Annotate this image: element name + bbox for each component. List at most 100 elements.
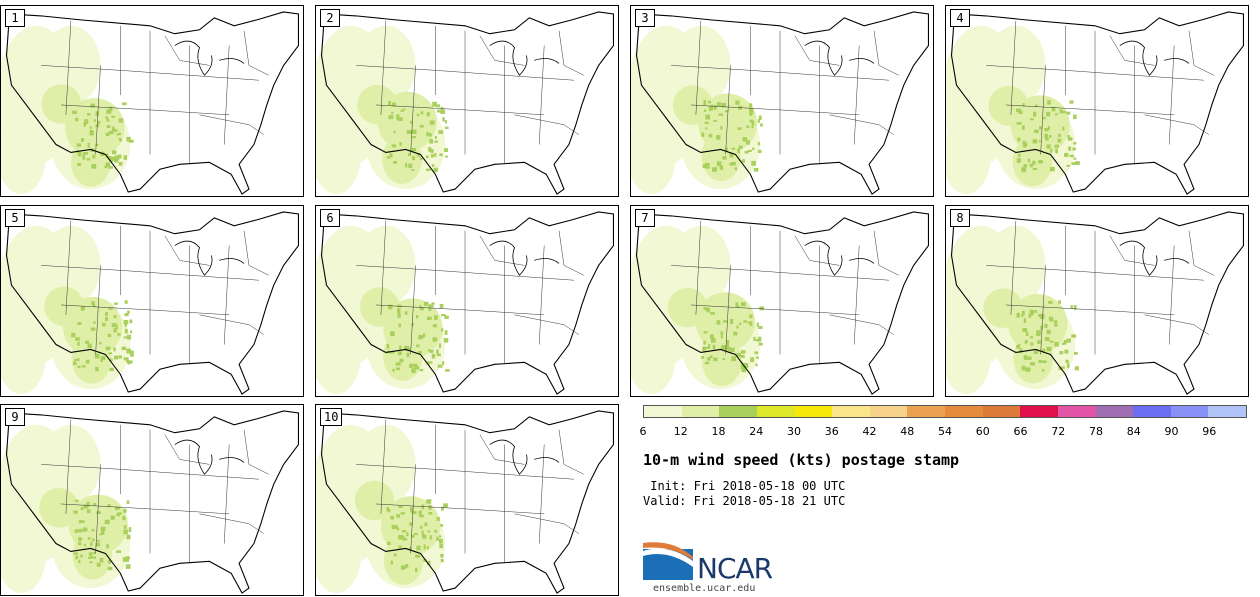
wind-speck	[128, 360, 133, 364]
wind-speck	[1042, 116, 1046, 120]
wind-speck	[1049, 340, 1054, 343]
colorbar-swatch-9	[982, 406, 1021, 417]
wind-speck	[701, 132, 705, 137]
wind-speck	[1039, 126, 1042, 130]
wind-speck	[107, 156, 112, 161]
wind-speck	[78, 542, 82, 546]
member-map-7: 7	[630, 205, 934, 397]
wind-speck	[419, 125, 424, 128]
wind-speck	[1034, 104, 1038, 107]
wind-speck	[440, 524, 444, 527]
wind-speck	[1033, 129, 1039, 133]
wind-speck	[90, 327, 96, 331]
wind-speck	[742, 137, 748, 142]
state-border	[1168, 45, 1175, 145]
great-lakes	[804, 40, 875, 76]
state-border	[558, 30, 584, 76]
wind-speck	[111, 150, 117, 155]
wind-speck	[90, 541, 93, 547]
wind-speck	[105, 116, 108, 120]
wind-speck	[438, 535, 442, 538]
wind-speck	[1026, 356, 1032, 360]
wind-speck	[709, 334, 714, 340]
member-label-10: 10	[320, 408, 343, 426]
wind-speck	[1016, 345, 1020, 349]
state-border	[829, 314, 894, 335]
wind-speck	[424, 522, 428, 527]
wind-speck	[1044, 133, 1049, 139]
wind-speck	[755, 363, 758, 367]
wind-speck	[100, 359, 103, 363]
coastline	[950, 211, 1245, 395]
wind-speck	[443, 148, 449, 152]
wind-speck	[729, 347, 735, 353]
wind-speck	[1021, 365, 1026, 371]
wind-speck	[753, 167, 759, 172]
wind-speck	[712, 344, 716, 350]
wind-speck	[1038, 359, 1043, 364]
wind-speck	[114, 157, 119, 163]
wind-speck	[432, 101, 437, 107]
wind-speck	[1073, 114, 1077, 120]
wind-speck	[405, 162, 408, 168]
wind-shade	[631, 114, 677, 195]
wind-speck	[434, 140, 439, 143]
wind-speck	[72, 361, 77, 366]
wind-speck	[416, 315, 419, 319]
wind-speck	[117, 512, 122, 515]
wind-speck	[411, 136, 417, 139]
wind-speck	[388, 115, 394, 120]
wind-speck	[751, 121, 755, 126]
wind-speck	[703, 109, 707, 112]
colorbar-tick: 60	[975, 425, 990, 438]
wind-speck	[720, 331, 724, 336]
wind-speck	[1041, 369, 1045, 372]
wind-speck	[93, 119, 97, 122]
wind-speck	[108, 352, 113, 355]
wind-speck	[399, 142, 402, 146]
wind-speck	[400, 109, 404, 112]
wind-speck	[1022, 145, 1027, 148]
wind-speck	[401, 530, 407, 533]
wind-speck	[749, 119, 754, 123]
wind-speck	[393, 161, 398, 164]
wind-speck	[417, 153, 420, 157]
coastline	[635, 211, 930, 395]
member-map-6: 6	[315, 205, 619, 397]
wind-speck	[396, 527, 400, 531]
wind-speck	[1044, 128, 1049, 132]
wind-speck	[82, 152, 85, 158]
wind-speck	[740, 350, 746, 354]
wind-speck	[403, 565, 408, 569]
coastline	[320, 410, 615, 594]
wind-speck	[95, 542, 101, 547]
wind-speck	[87, 142, 90, 148]
wind-speck	[703, 306, 707, 310]
wind-shade	[72, 530, 113, 580]
wind-speck	[429, 349, 434, 353]
wind-speck	[1021, 125, 1025, 130]
great-lakes	[489, 439, 560, 475]
wind-speck	[739, 322, 742, 325]
wind-speck	[411, 148, 417, 152]
colorbar-tick: 90	[1164, 425, 1179, 438]
wind-speck	[735, 302, 739, 308]
wind-speck	[1061, 342, 1066, 345]
wind-speck	[746, 125, 750, 128]
wind-speck	[126, 534, 131, 540]
wind-speck	[102, 322, 106, 327]
wind-speck	[438, 343, 442, 349]
colorbar-tick: 24	[749, 425, 764, 438]
wind-speck	[400, 565, 405, 570]
wind-speck	[404, 311, 408, 315]
wind-speck	[432, 337, 438, 342]
wind-shade	[671, 225, 731, 305]
wind-speck	[412, 129, 417, 134]
wind-speck	[413, 532, 418, 536]
wind-speck	[716, 102, 721, 107]
wind-speck	[1070, 305, 1073, 309]
wind-speck	[387, 304, 393, 310]
wind-speck	[1062, 110, 1066, 114]
wind-speck	[1075, 161, 1080, 165]
wind-speck	[105, 346, 111, 351]
